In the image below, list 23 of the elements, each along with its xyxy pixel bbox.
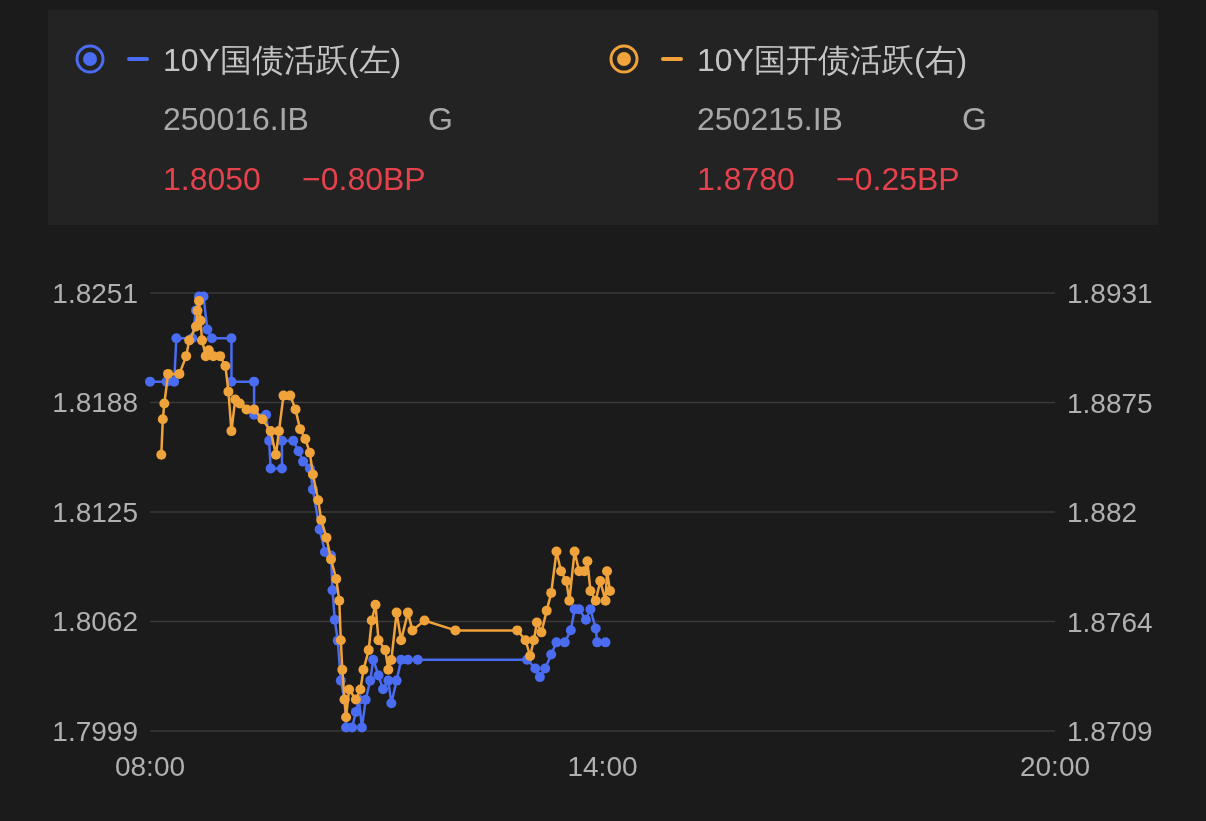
y-tick-label: 1.8062 bbox=[52, 606, 138, 638]
y2-tick-label: 1.882 bbox=[1067, 496, 1138, 528]
y-tick-label: 1.7999 bbox=[52, 715, 138, 747]
legend-label: 10Y国债活跃(左) bbox=[163, 42, 402, 78]
x-tick-label: 14:00 bbox=[567, 751, 638, 782]
text: G bbox=[428, 101, 453, 137]
y-tick-label: 1.8251 bbox=[52, 277, 138, 309]
y-tick-label: 1.8125 bbox=[52, 496, 138, 528]
y2-tick-label: 1.8764 bbox=[1067, 607, 1153, 639]
x-tick-label: 08:00 bbox=[114, 751, 186, 782]
x-tick-label: 20:00 bbox=[1019, 751, 1091, 782]
text: 250215.IB bbox=[697, 101, 843, 137]
y2-tick-label: 1.8875 bbox=[1067, 388, 1153, 420]
text: −0.25BP bbox=[836, 161, 960, 197]
legend-label: 10Y国开债活跃(右) bbox=[697, 42, 968, 78]
y-tick-label: 1.8188 bbox=[52, 387, 138, 419]
y2-tick-label: 1.8931 bbox=[1067, 277, 1153, 309]
text: 1.8050 bbox=[163, 161, 261, 197]
text: 250016.IB bbox=[163, 101, 309, 137]
text: G bbox=[962, 101, 987, 137]
y2-tick-label: 1.8709 bbox=[1067, 715, 1153, 747]
text: 1.8780 bbox=[697, 161, 795, 197]
text: −0.80BP bbox=[302, 161, 426, 197]
